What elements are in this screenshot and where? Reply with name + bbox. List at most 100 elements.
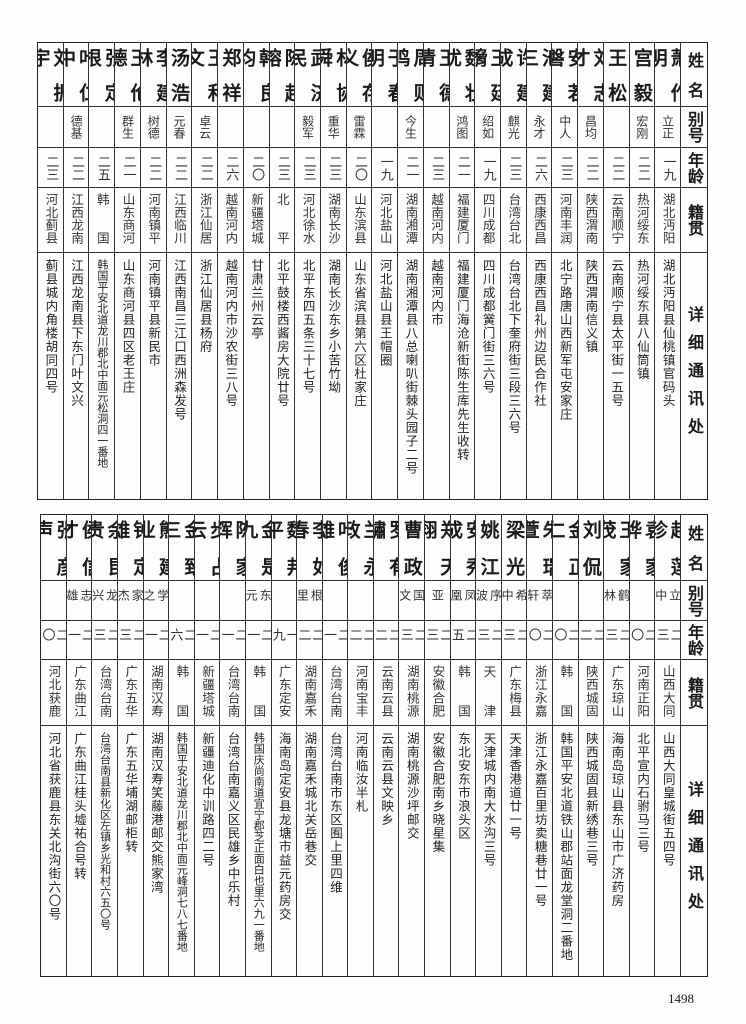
alias-text: 凤凰 bbox=[450, 589, 476, 601]
address-text: 台湾台南市东区囿上里四维 bbox=[327, 732, 343, 894]
age-text: 二〇 bbox=[527, 628, 553, 641]
age-cell: 二一 bbox=[398, 148, 423, 188]
native-cell: 山东滨县 bbox=[346, 188, 372, 253]
age-cell: 二三 bbox=[425, 621, 450, 660]
age-cell: 二六 bbox=[218, 148, 243, 188]
table-row: 刘振宇 二三 河北蓟县 蓟县城内角楼胡同四号 bbox=[38, 43, 63, 499]
alias-cell: 永才 bbox=[526, 107, 552, 148]
header-label-age: 年龄 bbox=[685, 624, 704, 656]
address-cell: 陕西城固县新绣巷三号 bbox=[579, 726, 604, 976]
name-cell: 袁家骅 bbox=[629, 515, 655, 581]
table-row: 钟定雄 家杰 二三 广东五华 广东五华埔湖邮柜转 bbox=[116, 515, 143, 976]
name-cell: 兰永政 bbox=[348, 515, 373, 581]
age-cell: 二六 bbox=[526, 148, 552, 188]
header-cell-address: 详细通讯处 bbox=[681, 253, 707, 499]
alias-cell: 宏刚 bbox=[629, 107, 655, 148]
alias-cell: 雷霖 bbox=[346, 107, 372, 148]
native-text: 湖南嘉禾 bbox=[302, 665, 318, 717]
table-row: 许建成 麒光 二三 台湾台北 台湾台北下奎府街三段三六号 bbox=[499, 43, 526, 499]
name-text: 林协舜 bbox=[320, 48, 346, 102]
native-cell: 河北获鹿 bbox=[41, 660, 66, 726]
age-cell: 二〇 bbox=[527, 621, 553, 660]
address-text: 安徽合肥南乡晓星集 bbox=[430, 732, 446, 854]
age-text: 二三 bbox=[501, 628, 527, 641]
address-text: 北平宣内石驸马三号 bbox=[635, 732, 651, 854]
name-text: 金致三 bbox=[169, 520, 194, 576]
native-text: 河南丰润 bbox=[557, 193, 573, 244]
name-text: 王德清 bbox=[423, 48, 449, 102]
name-cell: 姚江 bbox=[476, 515, 501, 581]
address-cell: 四川成都黉门街三六号 bbox=[475, 253, 500, 499]
name-text: 武济民 bbox=[295, 48, 320, 102]
alias-text: 树德 bbox=[146, 115, 161, 139]
name-text: 池建三 bbox=[526, 48, 552, 102]
native-text: 广东定安 bbox=[276, 665, 292, 717]
age-text: 二六 bbox=[223, 155, 239, 181]
address-text: 北平鼓楼西酱房大院廿号 bbox=[274, 259, 290, 408]
age-cell: 二三 bbox=[604, 621, 629, 660]
age-text: 二三 bbox=[604, 628, 629, 641]
table-row: 叶仁中 德基 二二 江西龙南 江西龙南县下东门叶文兴 bbox=[62, 43, 89, 499]
name-cell: 王伦德 bbox=[115, 43, 140, 107]
age-cell: 二一 bbox=[449, 148, 475, 188]
alias-cell bbox=[243, 107, 269, 148]
age-text: 二三 bbox=[43, 155, 59, 181]
address-text: 湖北沔阳县仙桃镇官码头 bbox=[660, 259, 676, 408]
address-cell: 河北省获鹿县东关北沟街六〇号 bbox=[41, 726, 66, 976]
name-cell: 宫毅 bbox=[629, 43, 655, 107]
alias-cell bbox=[348, 581, 373, 621]
name-text: 郑天翔 bbox=[425, 520, 450, 576]
name-cell: 张彦声 bbox=[41, 515, 66, 581]
age-cell: 二三 bbox=[399, 621, 425, 660]
alias-text: 志雄 bbox=[66, 589, 92, 601]
age-text: 二一 bbox=[66, 628, 92, 641]
name-text: 金正仁 bbox=[553, 520, 578, 576]
native-text: 湖南汉寿 bbox=[148, 665, 164, 717]
native-cell: 西康西昌 bbox=[526, 188, 552, 253]
age-text: 二六 bbox=[169, 628, 194, 641]
age-text: 二三 bbox=[655, 628, 680, 641]
address-text: 台湾台南县新化区左镇乡光和村六五〇号 bbox=[98, 732, 112, 930]
address-cell: 北宁路唐山西新军屯安家庄 bbox=[552, 253, 577, 499]
alias-cell: 学之 bbox=[143, 581, 169, 621]
name-cell: 魏壮犹 bbox=[449, 43, 475, 107]
age-text: 二二 bbox=[583, 155, 599, 181]
address-cell: 天津城内南大水沟三号 bbox=[476, 726, 501, 976]
address-cell: 甘肃兰州云亭 bbox=[244, 253, 269, 499]
header-column: 姓名 别号 年龄 籍贯 详细通讯处 bbox=[680, 515, 707, 976]
alias-cell bbox=[169, 581, 194, 621]
age-text: 二一 bbox=[322, 628, 348, 641]
table-row: 罗有繡 二二 云南云县 云南云县文映乡 bbox=[372, 515, 399, 976]
age-text: 二三 bbox=[506, 155, 522, 181]
table-row: 兰永政 二二 河南宝丰 河南临汝半札 bbox=[347, 515, 373, 976]
name-cell: 熊建业 bbox=[143, 515, 169, 581]
name-text: 熊建业 bbox=[143, 520, 169, 576]
age-cell: 二三 bbox=[320, 148, 346, 188]
name-text: 王松 bbox=[605, 48, 628, 102]
native-cell: 河南宝丰 bbox=[348, 660, 373, 726]
name-cell: 叶俊雄 bbox=[322, 515, 348, 581]
name-cell: 王廷熁 bbox=[475, 43, 500, 107]
table-row: 王松 二二 云南顺宁 云南顺宁县太平街一五号 bbox=[602, 43, 629, 499]
alias-text: 今生 bbox=[403, 115, 418, 139]
address-text: 河南临汝半札 bbox=[353, 732, 369, 813]
address-cell: 河北盐山县王帽圈 bbox=[372, 253, 397, 499]
age-text: 二二 bbox=[578, 628, 604, 641]
table-row: 安若磐 中人 二三 河南丰润 北宁路唐山西新军屯安家庄 bbox=[551, 43, 578, 499]
address-text: 越南河内市沙农街三八号 bbox=[223, 259, 239, 408]
table-row: 池建三 永才 二六 西康西昌 西康西昌礼州边民合作社 bbox=[525, 43, 552, 499]
address-cell: 湖南湘潭县八总喇叭街棘头园子二号 bbox=[398, 253, 423, 499]
address-text: 热河绥东县八仙筒镇 bbox=[634, 259, 650, 381]
address-text: 天津城内南大水沟三号 bbox=[481, 732, 497, 867]
address-text: 云南云县文映乡 bbox=[379, 732, 395, 827]
alias-text: 龙兴 bbox=[92, 589, 117, 601]
native-text: 热河绥东 bbox=[634, 193, 650, 244]
alias-text: 希中 bbox=[501, 589, 527, 601]
header-label-address: 详细通讯处 bbox=[685, 781, 704, 921]
bottom-roster-table: 姓名 别号 年龄 籍贯 详细通讯处 赵莲珍 立中 二三 山西大同 山西大同皇城街五四号 袁家骅 二〇河… bbox=[40, 514, 708, 977]
native-cell: 云南顺宁 bbox=[603, 188, 629, 253]
alias-cell: 序波 bbox=[476, 581, 501, 621]
name-text: 刘振宇 bbox=[38, 48, 63, 102]
alias-cell bbox=[41, 581, 66, 621]
table-row: 张定根 二五 韩国 韩国平安北道龙川郡北中面元松洞四一番地 bbox=[88, 43, 115, 499]
